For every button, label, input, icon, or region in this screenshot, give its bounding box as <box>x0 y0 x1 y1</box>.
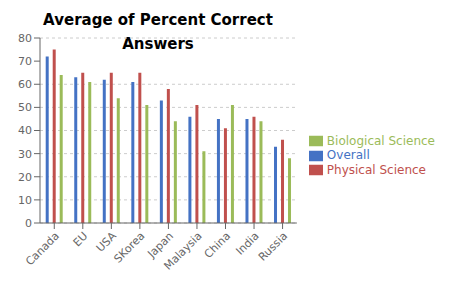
svg-text:40: 40 <box>18 124 32 137</box>
svg-text:80: 80 <box>18 32 32 45</box>
svg-text:India: India <box>233 229 262 258</box>
svg-text:SKorea: SKorea <box>111 229 147 265</box>
html-text:Average of Percent Correct Ans: Average of Percent Correct Answers <box>43 11 273 53</box>
svg-text:60: 60 <box>18 78 32 91</box>
html-text:Overall: Overall <box>326 148 370 163</box>
svg-text:EU: EU <box>71 229 91 249</box>
svg-text:Japan: Japan <box>145 229 177 261</box>
svg-text:USA: USA <box>93 229 119 255</box>
svg-text:Russia: Russia <box>256 229 290 263</box>
html-text:Biological Science: Biological Science <box>326 133 435 148</box>
svg-text:0: 0 <box>25 217 32 230</box>
svg-text:10: 10 <box>18 194 32 207</box>
svg-text:70: 70 <box>18 55 32 68</box>
svg-text:20: 20 <box>18 171 32 184</box>
svg-text:30: 30 <box>18 148 32 161</box>
svg-text:Malaysia: Malaysia <box>161 229 204 272</box>
svg-text:Canada: Canada <box>23 229 62 268</box>
svg-text:China: China <box>202 229 233 260</box>
html-text:Physical Science: Physical Science <box>326 162 426 177</box>
svg-text:50: 50 <box>18 101 32 114</box>
